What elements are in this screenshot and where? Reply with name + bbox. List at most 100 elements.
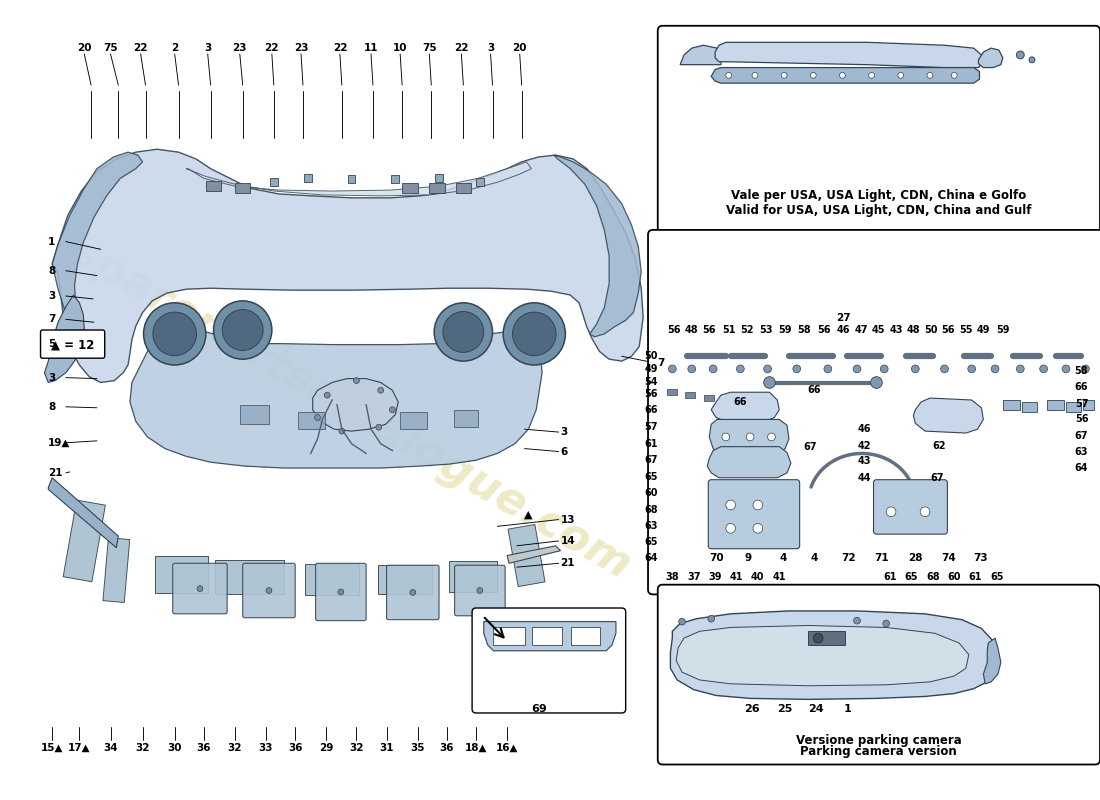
Text: 13: 13 bbox=[561, 514, 575, 525]
Text: 22: 22 bbox=[265, 43, 279, 53]
Text: 65: 65 bbox=[645, 537, 658, 547]
Text: 3: 3 bbox=[561, 427, 568, 437]
Circle shape bbox=[754, 500, 762, 510]
Circle shape bbox=[222, 310, 263, 350]
Text: 65: 65 bbox=[904, 572, 918, 582]
FancyBboxPatch shape bbox=[316, 563, 366, 621]
Bar bbox=[429, 183, 444, 193]
Polygon shape bbox=[48, 478, 119, 548]
Text: 5: 5 bbox=[48, 338, 56, 349]
Text: 74: 74 bbox=[940, 554, 956, 563]
Circle shape bbox=[324, 392, 330, 398]
Text: 28: 28 bbox=[909, 554, 923, 563]
Text: 59: 59 bbox=[779, 325, 792, 335]
Circle shape bbox=[763, 365, 771, 373]
Bar bbox=[685, 392, 695, 398]
Polygon shape bbox=[710, 419, 789, 454]
Text: 49: 49 bbox=[977, 325, 990, 335]
Text: 30: 30 bbox=[167, 743, 182, 753]
Bar bbox=[270, 178, 277, 186]
Text: 56: 56 bbox=[645, 389, 658, 399]
Circle shape bbox=[746, 433, 754, 441]
Circle shape bbox=[389, 407, 395, 413]
Text: 1: 1 bbox=[844, 704, 851, 714]
Text: 49: 49 bbox=[645, 364, 658, 374]
Bar bbox=[436, 174, 443, 182]
Text: 2: 2 bbox=[170, 43, 178, 53]
Polygon shape bbox=[63, 500, 106, 582]
Circle shape bbox=[793, 365, 801, 373]
Polygon shape bbox=[449, 562, 497, 593]
Circle shape bbox=[434, 303, 493, 361]
Text: 56: 56 bbox=[817, 325, 830, 335]
Bar bbox=[704, 395, 714, 401]
Circle shape bbox=[266, 587, 272, 594]
Circle shape bbox=[854, 365, 861, 373]
Text: 33: 33 bbox=[258, 743, 273, 753]
Text: 14: 14 bbox=[561, 536, 575, 546]
Polygon shape bbox=[155, 557, 208, 594]
Text: 57: 57 bbox=[645, 422, 658, 432]
Text: 66: 66 bbox=[1075, 382, 1088, 392]
Text: 16▲: 16▲ bbox=[496, 743, 518, 753]
Text: 21: 21 bbox=[48, 468, 63, 478]
Text: 35: 35 bbox=[410, 743, 425, 753]
Circle shape bbox=[883, 620, 890, 627]
Bar bbox=[392, 175, 399, 183]
Text: 68: 68 bbox=[926, 572, 939, 582]
Text: 65: 65 bbox=[990, 572, 1003, 582]
Circle shape bbox=[410, 590, 416, 595]
Text: 59: 59 bbox=[997, 325, 1010, 335]
Text: 21: 21 bbox=[561, 558, 575, 568]
Text: 66: 66 bbox=[734, 397, 747, 407]
Circle shape bbox=[376, 424, 382, 430]
Text: 3: 3 bbox=[487, 43, 494, 53]
Text: 53: 53 bbox=[759, 325, 772, 335]
Polygon shape bbox=[52, 152, 143, 344]
Text: sparepartscatalogue.com: sparepartscatalogue.com bbox=[64, 231, 639, 588]
Text: 68: 68 bbox=[645, 505, 658, 515]
Circle shape bbox=[952, 73, 957, 78]
Text: 67: 67 bbox=[645, 455, 658, 466]
Polygon shape bbox=[306, 564, 359, 595]
Polygon shape bbox=[983, 638, 1001, 684]
FancyBboxPatch shape bbox=[454, 566, 505, 616]
Circle shape bbox=[726, 73, 732, 78]
Text: Parking camera version: Parking camera version bbox=[801, 746, 957, 758]
Circle shape bbox=[921, 507, 929, 517]
Text: 18▲: 18▲ bbox=[464, 743, 487, 753]
Circle shape bbox=[513, 312, 557, 356]
Circle shape bbox=[1028, 57, 1035, 62]
Text: 58: 58 bbox=[1075, 366, 1088, 376]
Bar bbox=[403, 183, 418, 193]
Text: 40: 40 bbox=[751, 572, 764, 582]
Text: 60: 60 bbox=[645, 488, 658, 498]
Text: 19▲: 19▲ bbox=[48, 438, 70, 448]
Bar bbox=[240, 405, 268, 424]
Text: 36: 36 bbox=[197, 743, 211, 753]
Text: Vale per USA, USA Light, CDN, China e Golfo: Vale per USA, USA Light, CDN, China e Go… bbox=[732, 190, 1026, 202]
Circle shape bbox=[726, 523, 736, 533]
Circle shape bbox=[763, 377, 776, 388]
Text: 61: 61 bbox=[645, 438, 658, 449]
Text: 51: 51 bbox=[722, 325, 736, 335]
Text: 64: 64 bbox=[645, 554, 658, 563]
Polygon shape bbox=[103, 538, 130, 602]
Bar bbox=[668, 390, 678, 395]
Polygon shape bbox=[44, 295, 85, 382]
Text: 17▲: 17▲ bbox=[68, 743, 90, 753]
Circle shape bbox=[1063, 365, 1070, 373]
Text: 47: 47 bbox=[854, 325, 868, 335]
Text: 1: 1 bbox=[48, 237, 56, 246]
Text: 50: 50 bbox=[924, 325, 937, 335]
Text: 7: 7 bbox=[48, 314, 56, 324]
Text: 32: 32 bbox=[228, 743, 242, 753]
Polygon shape bbox=[216, 560, 284, 594]
Circle shape bbox=[737, 365, 745, 373]
Text: 57: 57 bbox=[1075, 399, 1088, 409]
Circle shape bbox=[722, 433, 729, 441]
Text: 6: 6 bbox=[561, 446, 568, 457]
Text: 63: 63 bbox=[1075, 446, 1088, 457]
Circle shape bbox=[707, 615, 715, 622]
Text: 22: 22 bbox=[133, 43, 147, 53]
